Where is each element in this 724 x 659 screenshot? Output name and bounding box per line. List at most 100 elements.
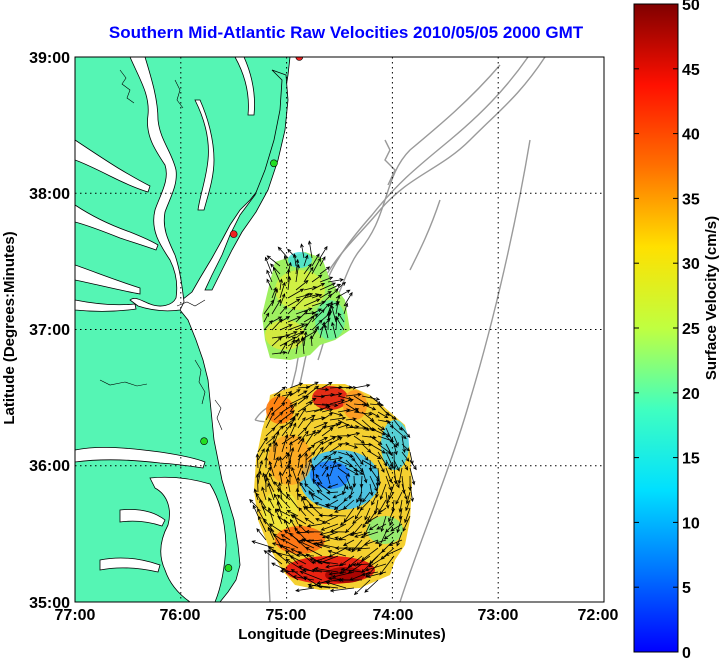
velocity-arrow xyxy=(315,518,331,525)
velocity-arrow xyxy=(308,503,323,517)
velocity-arrow xyxy=(301,497,307,509)
station-marker xyxy=(295,57,304,61)
velocity-arrow xyxy=(286,452,291,469)
velocity-arrow xyxy=(345,392,362,397)
velocity-arrow xyxy=(377,427,390,438)
velocity-arrow xyxy=(329,392,343,397)
velocity-arrow xyxy=(303,313,319,323)
velocity-arrow xyxy=(307,579,331,588)
velocity-arrow xyxy=(295,587,315,593)
velocity-arrow xyxy=(409,459,417,471)
velocity-arrow xyxy=(279,305,288,315)
velocity-arrow xyxy=(255,453,260,469)
velocity-arrow xyxy=(329,436,343,445)
velocity-arrow xyxy=(297,427,308,437)
velocity-arrow xyxy=(289,422,297,437)
x-tick: 74:00 xyxy=(373,607,414,624)
velocity-arrow xyxy=(263,312,270,323)
velocity-arrow xyxy=(273,386,287,397)
velocity-arrow xyxy=(272,439,276,452)
velocity-arrow xyxy=(249,498,259,509)
velocity-arrow xyxy=(321,403,339,408)
velocity-arrow xyxy=(325,581,347,589)
colorbar-tick: 0 xyxy=(682,645,691,659)
velocity-arrow xyxy=(345,467,359,476)
velocity-arrow xyxy=(393,443,398,456)
velocity-arrow xyxy=(357,499,363,511)
colorbar-gradient xyxy=(633,3,679,653)
velocity-arrow xyxy=(301,538,323,549)
velocity-arrow xyxy=(313,455,328,469)
velocity-arrow xyxy=(302,495,315,509)
velocity-arrow xyxy=(307,240,313,259)
velocity-arrow xyxy=(316,481,331,493)
colorbar-tick: 20 xyxy=(682,386,700,403)
velocity-arrow xyxy=(304,483,315,493)
velocity-arrow xyxy=(337,423,350,429)
velocity-arrow xyxy=(278,456,283,469)
velocity-arrow xyxy=(279,324,293,331)
velocity-arrow xyxy=(352,475,357,488)
velocity-arrow xyxy=(390,523,403,532)
velocity-arrow xyxy=(345,475,352,491)
velocity-arrow xyxy=(289,382,304,389)
velocity-arrow xyxy=(319,539,331,544)
velocity-arrow xyxy=(280,534,291,541)
station-marker xyxy=(270,159,278,168)
velocity-arrow xyxy=(367,507,379,524)
velocity-arrow xyxy=(258,515,267,533)
velocity-arrow xyxy=(311,274,323,283)
velocity-arrow xyxy=(297,395,309,405)
velocity-arrow xyxy=(294,527,307,541)
velocity-arrow xyxy=(301,470,307,485)
velocity-arrow xyxy=(292,253,297,267)
velocity-arrow xyxy=(279,293,286,307)
velocity-arrow xyxy=(267,526,275,541)
velocity-arrow xyxy=(327,278,344,283)
velocity-arrow xyxy=(361,403,377,411)
velocity-arrow xyxy=(268,523,283,533)
velocity-arrow xyxy=(281,404,294,413)
velocity-arrow xyxy=(297,446,312,461)
velocity-arrow xyxy=(339,563,355,575)
velocity-arrow xyxy=(329,416,347,421)
velocity-arrow xyxy=(297,430,309,445)
velocity-arrow xyxy=(321,531,339,539)
y-axis: 39:00 38:00 37:00 36:00 35:00 Latitude (… xyxy=(1,50,70,612)
velocity-arrow xyxy=(299,570,323,581)
velocity-arrow xyxy=(354,507,363,520)
velocity-arrow xyxy=(281,459,292,477)
velocity-arrow xyxy=(321,465,329,477)
velocity-arrow xyxy=(338,555,355,567)
velocity-arrow xyxy=(340,567,363,573)
velocity-arrow xyxy=(271,549,291,565)
velocity-arrow xyxy=(384,547,403,556)
velocity-arrow xyxy=(273,393,281,405)
velocity-arrow xyxy=(396,531,403,547)
velocity-arrow xyxy=(371,491,379,506)
velocity-arrow xyxy=(273,411,284,421)
colorbar-tick: 50 xyxy=(682,0,700,14)
velocity-arrow xyxy=(364,579,379,593)
velocity-arrow xyxy=(313,436,329,445)
velocity-arrow xyxy=(388,507,395,523)
velocity-arrow xyxy=(308,490,315,501)
velocity-arrow xyxy=(272,266,281,283)
velocity-arrow xyxy=(311,308,325,323)
velocity-arrow xyxy=(313,405,331,413)
velocity-arrow xyxy=(303,263,312,275)
velocity-arrow xyxy=(376,523,387,530)
velocity-arrow xyxy=(408,475,412,491)
velocity-arrow xyxy=(263,320,273,331)
velocity-arrow xyxy=(361,451,369,461)
velocity-arrow xyxy=(300,335,305,355)
velocity-arrow xyxy=(369,427,386,436)
velocity-arrow xyxy=(277,494,291,509)
velocity-arrow xyxy=(271,350,287,355)
velocity-arrow xyxy=(389,515,395,527)
velocity-arrow xyxy=(313,424,327,437)
velocity-arrow xyxy=(303,505,315,517)
velocity-arrow xyxy=(263,473,268,493)
velocity-arrow xyxy=(359,475,364,489)
velocity-arrow xyxy=(385,411,397,420)
